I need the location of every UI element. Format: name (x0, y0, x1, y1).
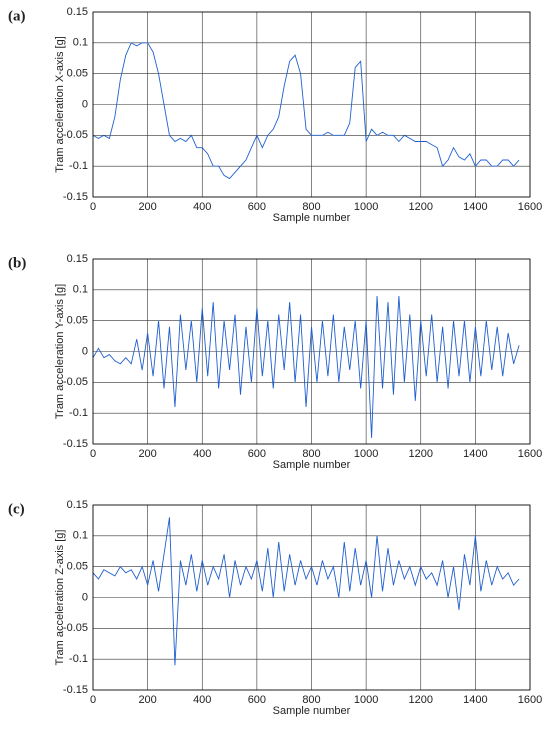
x-tick-label: 400 (193, 694, 211, 706)
y-tick-label: -0.1 (69, 407, 88, 419)
x-tick-label: 1200 (409, 201, 433, 213)
x-axis-label: Sample number (273, 705, 351, 717)
y-tick-label: 0 (82, 591, 88, 603)
x-tick-label: 1000 (354, 694, 378, 706)
x-tick-label: 600 (248, 694, 266, 706)
x-tick-label: 1600 (518, 694, 542, 706)
y-tick-label: -0.15 (63, 684, 88, 696)
x-tick-label: 1400 (463, 694, 487, 706)
y-tick-label: -0.1 (69, 160, 88, 172)
y-axis-label: Tram acceleration Y-axis [g] (54, 284, 66, 419)
data-line (92, 42, 520, 180)
y-tick-label: 0.05 (67, 561, 88, 573)
x-tick-label: 1200 (409, 694, 433, 706)
x-tick-label: 1000 (354, 448, 378, 460)
x-tick-label: 1600 (518, 448, 542, 460)
y-tick-label: 0.05 (67, 68, 88, 80)
y-tick-label: -0.15 (63, 191, 88, 203)
x-tick-label: 1000 (354, 201, 378, 213)
x-tick-label: 800 (302, 448, 320, 460)
x-axis-label: Sample number (273, 459, 351, 471)
y-tick-label: -0.05 (63, 376, 88, 388)
y-tick-label: 0.15 (67, 253, 88, 265)
data-line (92, 295, 520, 438)
y-axis-label: Tram acceleration X-axis [g] (54, 36, 66, 173)
axes-frame (92, 258, 531, 445)
panel-label: (a) (8, 8, 26, 24)
x-tick-label: 800 (302, 694, 320, 706)
x-tick-label: 0 (90, 201, 96, 213)
panel-label: (c) (8, 501, 25, 517)
y-tick-label: 0.15 (67, 6, 88, 18)
x-tick-label: 600 (248, 448, 266, 460)
y-tick-label: -0.1 (69, 653, 88, 665)
panel-label: (b) (8, 255, 26, 271)
y-tick-label: 0.1 (73, 284, 88, 296)
y-tick-label: 0 (82, 98, 88, 110)
axes-frame (92, 11, 531, 198)
x-tick-label: 1400 (463, 201, 487, 213)
x-axis-label: Sample number (273, 212, 351, 224)
y-tick-label: -0.05 (63, 129, 88, 141)
x-tick-label: 200 (138, 201, 156, 213)
data-line (92, 517, 520, 666)
y-tick-label: 0 (82, 345, 88, 357)
y-tick-label: 0.1 (73, 37, 88, 49)
x-tick-label: 0 (90, 448, 96, 460)
y-tick-label: 0.1 (73, 530, 88, 542)
y-tick-label: 0.15 (67, 499, 88, 511)
x-tick-label: 0 (90, 694, 96, 706)
y-tick-label: -0.05 (63, 622, 88, 634)
y-tick-label: 0.05 (67, 315, 88, 327)
x-tick-label: 800 (302, 201, 320, 213)
y-tick-label: -0.15 (63, 438, 88, 450)
x-tick-label: 200 (138, 694, 156, 706)
x-tick-label: 400 (193, 448, 211, 460)
y-axis-label: Tram acceleration Z-axis [g] (54, 530, 66, 666)
x-tick-label: 600 (248, 201, 266, 213)
x-tick-label: 1400 (463, 448, 487, 460)
axes-frame (92, 504, 531, 691)
x-tick-label: 1200 (409, 448, 433, 460)
x-tick-label: 1600 (518, 201, 542, 213)
x-tick-label: 400 (193, 201, 211, 213)
x-tick-label: 200 (138, 448, 156, 460)
